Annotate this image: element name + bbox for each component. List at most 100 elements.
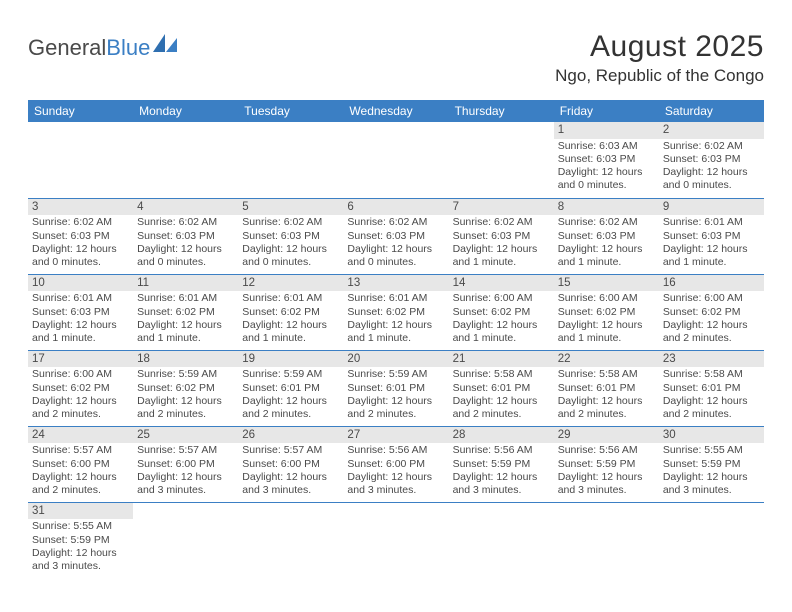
- day-details: Sunrise: 5:59 AMSunset: 6:01 PMDaylight:…: [343, 367, 448, 423]
- calendar-table: Sunday Monday Tuesday Wednesday Thursday…: [28, 100, 764, 578]
- day-number: 28: [449, 427, 554, 444]
- title-block: August 2025 Ngo, Republic of the Congo: [555, 30, 764, 86]
- day-details: Sunrise: 5:58 AMSunset: 6:01 PMDaylight:…: [554, 367, 659, 423]
- day-details: Sunrise: 6:02 AMSunset: 6:03 PMDaylight:…: [238, 215, 343, 271]
- day-number: 19: [238, 351, 343, 368]
- calendar-day-cell: 9Sunrise: 6:01 AMSunset: 6:03 PMDaylight…: [659, 198, 764, 274]
- day-details: Sunrise: 5:56 AMSunset: 5:59 PMDaylight:…: [449, 443, 554, 499]
- weekday-header: Wednesday: [343, 100, 448, 122]
- day-details: Sunrise: 6:00 AMSunset: 6:02 PMDaylight:…: [28, 367, 133, 423]
- calendar-day-cell: 5Sunrise: 6:02 AMSunset: 6:03 PMDaylight…: [238, 198, 343, 274]
- weekday-header: Tuesday: [238, 100, 343, 122]
- day-details: Sunrise: 5:59 AMSunset: 6:01 PMDaylight:…: [238, 367, 343, 423]
- calendar-day-cell: 29Sunrise: 5:56 AMSunset: 5:59 PMDayligh…: [554, 426, 659, 502]
- day-number-empty: [343, 503, 448, 520]
- day-details: Sunrise: 5:57 AMSunset: 6:00 PMDaylight:…: [238, 443, 343, 499]
- day-number: 24: [28, 427, 133, 444]
- day-number: 20: [343, 351, 448, 368]
- logo: GeneralBlue: [28, 30, 179, 62]
- location-text: Ngo, Republic of the Congo: [555, 66, 764, 86]
- calendar-day-cell: 4Sunrise: 6:02 AMSunset: 6:03 PMDaylight…: [133, 198, 238, 274]
- calendar-day-cell: [659, 502, 764, 578]
- calendar-page: GeneralBlue August 2025 Ngo, Republic of…: [0, 0, 792, 598]
- day-number: 12: [238, 275, 343, 292]
- day-number: 7: [449, 199, 554, 216]
- calendar-week-row: 31Sunrise: 5:55 AMSunset: 5:59 PMDayligh…: [28, 502, 764, 578]
- day-number: 1: [554, 122, 659, 139]
- logo-sail-icon: [153, 34, 179, 54]
- calendar-day-cell: 27Sunrise: 5:56 AMSunset: 6:00 PMDayligh…: [343, 426, 448, 502]
- day-details: Sunrise: 6:02 AMSunset: 6:03 PMDaylight:…: [343, 215, 448, 271]
- calendar-day-cell: [343, 502, 448, 578]
- calendar-day-cell: 14Sunrise: 6:00 AMSunset: 6:02 PMDayligh…: [449, 274, 554, 350]
- day-number-empty: [554, 503, 659, 520]
- day-details: Sunrise: 6:01 AMSunset: 6:03 PMDaylight:…: [28, 291, 133, 347]
- day-number: 23: [659, 351, 764, 368]
- calendar-day-cell: 19Sunrise: 5:59 AMSunset: 6:01 PMDayligh…: [238, 350, 343, 426]
- day-number: 3: [28, 199, 133, 216]
- day-number: 22: [554, 351, 659, 368]
- logo-text-2: Blue: [106, 35, 150, 61]
- day-details: Sunrise: 6:02 AMSunset: 6:03 PMDaylight:…: [133, 215, 238, 271]
- calendar-day-cell: [343, 122, 448, 198]
- calendar-day-cell: [449, 122, 554, 198]
- day-number-empty: [133, 503, 238, 520]
- day-details: Sunrise: 6:02 AMSunset: 6:03 PMDaylight:…: [449, 215, 554, 271]
- day-details: Sunrise: 5:58 AMSunset: 6:01 PMDaylight:…: [449, 367, 554, 423]
- day-details: Sunrise: 5:56 AMSunset: 5:59 PMDaylight:…: [554, 443, 659, 499]
- calendar-week-row: 1Sunrise: 6:03 AMSunset: 6:03 PMDaylight…: [28, 122, 764, 198]
- day-number-empty: [449, 503, 554, 520]
- day-number: 16: [659, 275, 764, 292]
- day-number: 13: [343, 275, 448, 292]
- day-details: Sunrise: 6:03 AMSunset: 6:03 PMDaylight:…: [554, 139, 659, 195]
- weekday-header: Sunday: [28, 100, 133, 122]
- calendar-day-cell: 13Sunrise: 6:01 AMSunset: 6:02 PMDayligh…: [343, 274, 448, 350]
- calendar-day-cell: 7Sunrise: 6:02 AMSunset: 6:03 PMDaylight…: [449, 198, 554, 274]
- calendar-day-cell: [28, 122, 133, 198]
- calendar-week-row: 3Sunrise: 6:02 AMSunset: 6:03 PMDaylight…: [28, 198, 764, 274]
- day-details: Sunrise: 6:02 AMSunset: 6:03 PMDaylight:…: [554, 215, 659, 271]
- calendar-day-cell: 31Sunrise: 5:55 AMSunset: 5:59 PMDayligh…: [28, 502, 133, 578]
- calendar-day-cell: [133, 122, 238, 198]
- day-details: Sunrise: 5:59 AMSunset: 6:02 PMDaylight:…: [133, 367, 238, 423]
- calendar-day-cell: 26Sunrise: 5:57 AMSunset: 6:00 PMDayligh…: [238, 426, 343, 502]
- day-number: 8: [554, 199, 659, 216]
- weekday-header-row: Sunday Monday Tuesday Wednesday Thursday…: [28, 100, 764, 122]
- calendar-day-cell: 17Sunrise: 6:00 AMSunset: 6:02 PMDayligh…: [28, 350, 133, 426]
- calendar-day-cell: [133, 502, 238, 578]
- day-number: 25: [133, 427, 238, 444]
- day-number-empty: [133, 122, 238, 139]
- calendar-day-cell: 10Sunrise: 6:01 AMSunset: 6:03 PMDayligh…: [28, 274, 133, 350]
- day-number: 18: [133, 351, 238, 368]
- calendar-day-cell: 28Sunrise: 5:56 AMSunset: 5:59 PMDayligh…: [449, 426, 554, 502]
- day-number: 6: [343, 199, 448, 216]
- header: GeneralBlue August 2025 Ngo, Republic of…: [28, 30, 764, 86]
- day-number: 17: [28, 351, 133, 368]
- day-number-empty: [449, 122, 554, 139]
- day-number-empty: [238, 503, 343, 520]
- calendar-day-cell: 1Sunrise: 6:03 AMSunset: 6:03 PMDaylight…: [554, 122, 659, 198]
- calendar-day-cell: 3Sunrise: 6:02 AMSunset: 6:03 PMDaylight…: [28, 198, 133, 274]
- day-number: 27: [343, 427, 448, 444]
- day-details: Sunrise: 5:58 AMSunset: 6:01 PMDaylight:…: [659, 367, 764, 423]
- day-number: 10: [28, 275, 133, 292]
- day-number-empty: [238, 122, 343, 139]
- day-details: Sunrise: 6:01 AMSunset: 6:02 PMDaylight:…: [343, 291, 448, 347]
- day-details: Sunrise: 5:55 AMSunset: 5:59 PMDaylight:…: [28, 519, 133, 575]
- logo-text-1: General: [28, 35, 106, 61]
- calendar-week-row: 17Sunrise: 6:00 AMSunset: 6:02 PMDayligh…: [28, 350, 764, 426]
- calendar-day-cell: 21Sunrise: 5:58 AMSunset: 6:01 PMDayligh…: [449, 350, 554, 426]
- calendar-day-cell: 22Sunrise: 5:58 AMSunset: 6:01 PMDayligh…: [554, 350, 659, 426]
- calendar-day-cell: 8Sunrise: 6:02 AMSunset: 6:03 PMDaylight…: [554, 198, 659, 274]
- day-number-empty: [28, 122, 133, 139]
- weekday-header: Thursday: [449, 100, 554, 122]
- day-number: 4: [133, 199, 238, 216]
- day-details: Sunrise: 5:55 AMSunset: 5:59 PMDaylight:…: [659, 443, 764, 499]
- day-number: 11: [133, 275, 238, 292]
- day-details: Sunrise: 5:57 AMSunset: 6:00 PMDaylight:…: [28, 443, 133, 499]
- day-number: 14: [449, 275, 554, 292]
- day-number-empty: [659, 503, 764, 520]
- day-details: Sunrise: 6:00 AMSunset: 6:02 PMDaylight:…: [554, 291, 659, 347]
- calendar-day-cell: 6Sunrise: 6:02 AMSunset: 6:03 PMDaylight…: [343, 198, 448, 274]
- weekday-header: Friday: [554, 100, 659, 122]
